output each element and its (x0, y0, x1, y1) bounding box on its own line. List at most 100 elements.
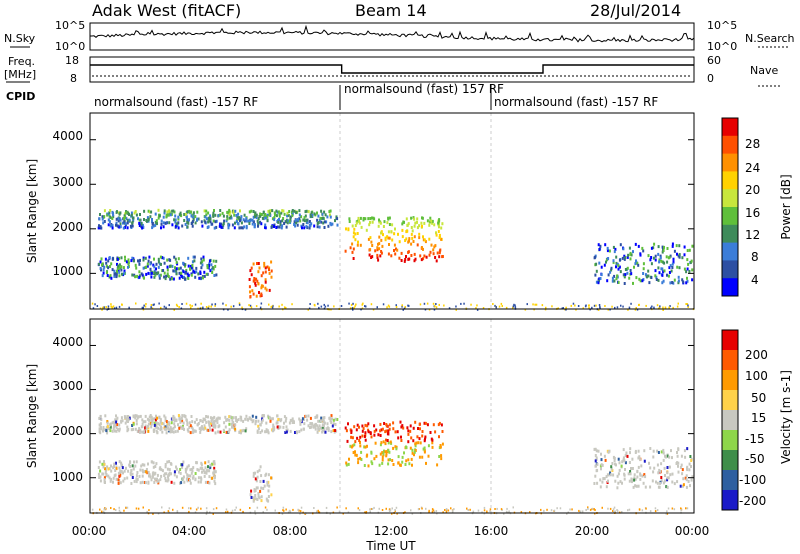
power-cell (368, 223, 371, 227)
velocity-cell (394, 430, 397, 434)
velocity-cell (329, 419, 332, 423)
velocity-cell (116, 423, 119, 426)
power-cell (248, 285, 251, 289)
velocity-speckle (110, 507, 112, 509)
power-cell (177, 226, 180, 230)
power-speckle (352, 308, 354, 311)
velocity-cell (302, 427, 305, 431)
velocity-cell (212, 425, 215, 428)
velocity-cell (230, 422, 233, 426)
velocity-cell (157, 422, 160, 426)
power-cell (97, 262, 100, 266)
velocity-cell (189, 481, 192, 485)
velocity-cell (381, 427, 384, 431)
velocity-cell (208, 428, 211, 432)
power-cell (166, 210, 169, 214)
power-speckle (634, 308, 637, 311)
velocity-cell (231, 425, 233, 429)
power-cell (248, 278, 251, 281)
power-cell (124, 255, 126, 259)
velocity-speckle (428, 509, 430, 512)
power-cell (185, 215, 188, 219)
velocity-cell (200, 476, 202, 480)
velocity-cell (596, 462, 599, 466)
power-cell (671, 262, 674, 266)
velocity-cell (680, 463, 683, 467)
velocity-cell (681, 468, 684, 472)
velocity-cell (104, 414, 107, 418)
power-speckle (118, 305, 121, 308)
power-cell (165, 215, 168, 219)
velocity-cell (209, 463, 212, 467)
power-speckle (348, 302, 350, 305)
velocity-cell (400, 435, 402, 439)
power-cell (282, 217, 285, 220)
power-cell (107, 266, 110, 270)
velocity-cell (667, 476, 670, 480)
velocity-cell (115, 467, 118, 471)
velocity-cell (320, 419, 322, 423)
power-cell (233, 226, 236, 230)
power-speckle (599, 307, 601, 310)
velocity-cell (279, 419, 282, 423)
power-speckle (541, 304, 544, 307)
power-cell (305, 225, 308, 229)
power-colorbar-swatch-6 (722, 224, 738, 244)
velocity-speckle (435, 510, 438, 512)
velocity-cell (411, 451, 414, 455)
velocity-cell (638, 455, 641, 459)
power-cell (380, 238, 383, 242)
power-cell (654, 258, 657, 262)
power-speckle (225, 304, 227, 307)
power-cell (101, 217, 104, 221)
velocity-cell (169, 426, 172, 430)
velocity-cell (610, 465, 613, 469)
velocity-cell (201, 420, 204, 424)
power-cell (419, 254, 422, 258)
velocity-cell (180, 417, 183, 420)
velocity-cell (652, 455, 655, 459)
velocity-cell (154, 418, 157, 422)
power-cell (422, 257, 425, 261)
power-cell (657, 252, 660, 256)
velocity-cell (267, 499, 270, 503)
velocity-cell (144, 424, 147, 428)
power-cell (298, 209, 301, 213)
velocity-y-ticks (90, 344, 694, 479)
power-cell (196, 210, 199, 214)
velocity-cell (99, 425, 102, 429)
power-cell (225, 219, 228, 223)
power-cell (203, 209, 206, 213)
power-cell (326, 215, 329, 219)
power-cell (118, 270, 121, 274)
power-cell (174, 266, 176, 270)
velocity-cell (154, 477, 156, 481)
power-cell (99, 225, 102, 229)
velocity-cell (156, 416, 159, 420)
power-cell (158, 262, 161, 266)
power-cell (180, 214, 183, 218)
velocity-cell (615, 463, 617, 467)
velocity-cell (237, 418, 240, 422)
velocity-cell (357, 457, 360, 461)
power-cell (220, 222, 223, 226)
power-speckle (513, 303, 515, 306)
power-cell (413, 235, 416, 239)
velocity-cell (161, 421, 164, 425)
velocity-cell (213, 462, 216, 466)
power-cell (285, 218, 288, 222)
power-cell (376, 246, 379, 250)
power-cell (138, 221, 141, 225)
velocity-cell (616, 486, 619, 490)
velocity-speckle (654, 510, 657, 513)
velocity-cell (115, 418, 118, 422)
velocity-cell (660, 462, 663, 466)
velocity-cell (384, 430, 387, 434)
velocity-cell (121, 463, 123, 467)
power-cell (293, 209, 296, 213)
velocity-colorbar-swatch-8 (722, 490, 738, 511)
power-cell (101, 263, 103, 267)
power-cell (323, 210, 326, 214)
velocity-cell (267, 495, 270, 498)
velocity-cell (387, 441, 390, 445)
